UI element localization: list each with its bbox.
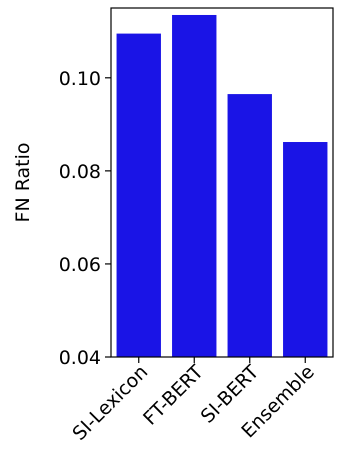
y-tick-label: 0.08 [59,161,101,183]
y-tick-label: 0.06 [59,254,101,276]
plot-frame [110,7,334,358]
x-tick-label: SI-Lexicon [68,361,152,445]
bar-ft-bert [172,14,217,357]
bar-si-lexicon [116,33,161,358]
bar-ensemble [283,142,328,357]
bar-si-bert [227,94,272,357]
y-ticks-group: 0.04 0.06 0.08 0.10 [59,68,111,369]
y-tick-label: 0.04 [59,347,101,369]
x-tick-label: FT-BERT [139,361,208,430]
bars-group [116,14,328,358]
y-axis-label: FN Ratio [12,143,34,223]
y-tick-label: 0.10 [59,68,101,90]
